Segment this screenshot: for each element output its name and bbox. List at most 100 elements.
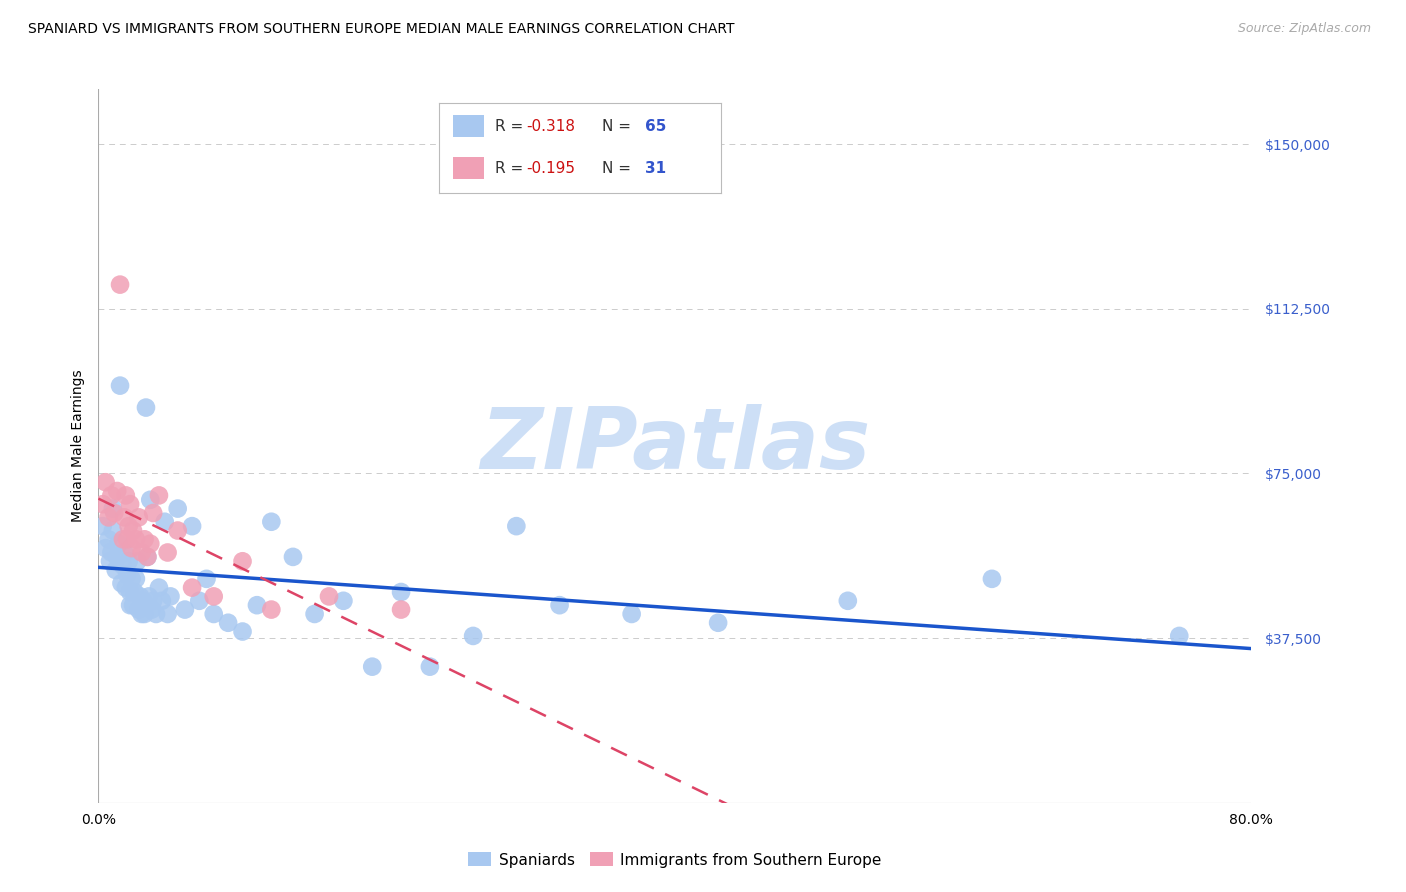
Point <box>150 594 173 608</box>
Point <box>112 510 135 524</box>
Point <box>148 581 170 595</box>
Point <box>122 524 145 538</box>
Point <box>260 602 283 616</box>
Point <box>91 519 114 533</box>
Point <box>142 594 165 608</box>
Point <box>97 533 120 547</box>
Point <box>124 585 146 599</box>
Point <box>103 506 125 520</box>
Point <box>505 519 527 533</box>
Point <box>181 519 204 533</box>
Point <box>128 510 150 524</box>
Point <box>156 607 179 621</box>
Point <box>202 590 225 604</box>
Point <box>128 602 150 616</box>
Point <box>118 519 141 533</box>
Point <box>548 598 571 612</box>
Point <box>114 581 136 595</box>
Point <box>91 497 114 511</box>
Point <box>461 629 484 643</box>
Point <box>129 590 152 604</box>
Point <box>1168 629 1191 643</box>
Point <box>94 475 117 490</box>
Point <box>97 510 120 524</box>
Point <box>707 615 730 630</box>
Point <box>122 598 145 612</box>
Point <box>127 554 149 568</box>
Point <box>120 598 142 612</box>
Point <box>136 549 159 564</box>
Point <box>98 554 121 568</box>
Text: Source: ZipAtlas.com: Source: ZipAtlas.com <box>1237 22 1371 36</box>
Y-axis label: Median Male Earnings: Median Male Earnings <box>70 369 84 523</box>
Point <box>105 549 128 564</box>
Point <box>108 277 131 292</box>
Point <box>114 488 136 502</box>
Point <box>145 607 167 621</box>
Point <box>231 554 254 568</box>
Point <box>389 585 412 599</box>
Point <box>101 524 124 538</box>
Point <box>332 594 354 608</box>
Point <box>304 607 326 621</box>
Text: SPANIARD VS IMMIGRANTS FROM SOUTHERN EUROPE MEDIAN MALE EARNINGS CORRELATION CHA: SPANIARD VS IMMIGRANTS FROM SOUTHERN EUR… <box>28 22 734 37</box>
Point <box>120 585 142 599</box>
Point <box>361 659 384 673</box>
Point <box>107 537 129 551</box>
Point <box>141 602 163 616</box>
Point <box>131 607 153 621</box>
Point <box>217 615 239 630</box>
Point <box>837 594 859 608</box>
Point <box>117 533 138 547</box>
Point <box>281 549 304 564</box>
Point <box>148 488 170 502</box>
Point <box>231 624 254 639</box>
Point <box>166 501 188 516</box>
Point <box>112 545 135 559</box>
Point <box>120 497 142 511</box>
Point <box>188 594 211 608</box>
Point <box>246 598 269 612</box>
Point <box>94 541 117 555</box>
Point <box>153 515 176 529</box>
Point <box>104 563 127 577</box>
Point <box>195 572 218 586</box>
Point <box>389 602 412 616</box>
Point <box>100 488 122 502</box>
Point <box>100 545 122 559</box>
Point <box>132 594 155 608</box>
Point <box>159 590 181 604</box>
Point <box>260 515 283 529</box>
Point <box>111 558 134 573</box>
Point <box>118 554 141 568</box>
Point <box>620 607 643 621</box>
Point <box>131 545 153 559</box>
Point <box>121 541 143 555</box>
Point <box>156 545 179 559</box>
Point <box>117 567 138 582</box>
Point <box>136 549 159 564</box>
Point <box>108 378 131 392</box>
Point <box>981 572 1004 586</box>
Point <box>135 401 157 415</box>
Point <box>174 602 197 616</box>
Legend: Spaniards, Immigrants from Southern Europe: Spaniards, Immigrants from Southern Euro… <box>463 847 887 873</box>
Point <box>166 524 188 538</box>
Point <box>105 483 128 498</box>
Point <box>101 501 124 516</box>
Point <box>181 581 204 595</box>
Point <box>139 492 162 507</box>
Point <box>202 607 225 621</box>
Point <box>110 576 132 591</box>
Point <box>134 533 156 547</box>
Text: ZIPatlas: ZIPatlas <box>479 404 870 488</box>
Point <box>139 537 162 551</box>
Point <box>142 506 165 520</box>
Point <box>121 572 143 586</box>
Point <box>125 572 148 586</box>
Point <box>318 590 340 604</box>
Point <box>125 533 148 547</box>
Point <box>138 590 160 604</box>
Point <box>134 607 156 621</box>
Point <box>111 533 134 547</box>
